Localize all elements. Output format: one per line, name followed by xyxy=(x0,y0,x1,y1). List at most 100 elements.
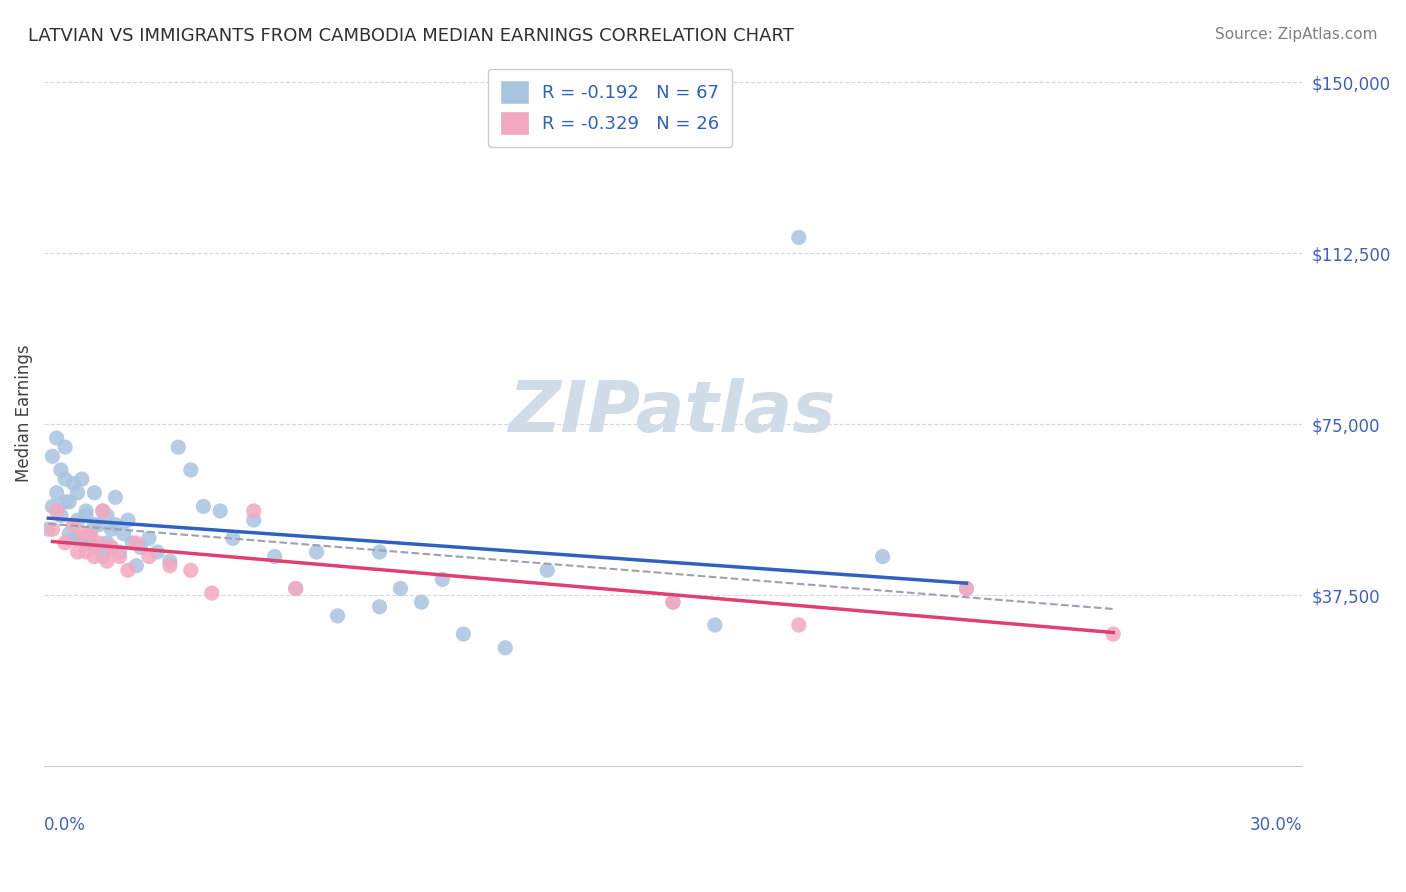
Latvians xyxy=(305,545,328,559)
Immigrants from Cambodia xyxy=(41,522,63,536)
Latvians xyxy=(494,640,516,655)
Latvians xyxy=(83,517,105,532)
Immigrants from Cambodia xyxy=(66,545,89,559)
Immigrants from Cambodia xyxy=(242,504,264,518)
Latvians xyxy=(91,549,114,564)
Immigrants from Cambodia xyxy=(87,536,110,550)
Immigrants from Cambodia xyxy=(70,526,93,541)
Latvians xyxy=(146,545,169,559)
Latvians xyxy=(703,618,725,632)
Latvians xyxy=(129,541,152,555)
Immigrants from Cambodia xyxy=(787,618,810,632)
Latvians xyxy=(411,595,433,609)
Legend: R = -0.192   N = 67, R = -0.329   N = 26: R = -0.192 N = 67, R = -0.329 N = 26 xyxy=(488,69,733,147)
Latvians xyxy=(83,485,105,500)
Immigrants from Cambodia xyxy=(83,549,105,564)
Latvians xyxy=(62,532,84,546)
Latvians xyxy=(180,463,202,477)
Latvians xyxy=(872,549,894,564)
Immigrants from Cambodia xyxy=(662,595,685,609)
Immigrants from Cambodia xyxy=(62,517,84,532)
Immigrants from Cambodia xyxy=(159,558,181,573)
Latvians xyxy=(787,230,810,244)
Latvians xyxy=(108,545,131,559)
Latvians xyxy=(222,532,245,546)
Immigrants from Cambodia xyxy=(108,549,131,564)
Latvians xyxy=(125,558,148,573)
Immigrants from Cambodia xyxy=(45,504,67,518)
Immigrants from Cambodia xyxy=(201,586,224,600)
Latvians xyxy=(138,532,160,546)
Latvians xyxy=(104,517,127,532)
Latvians xyxy=(45,431,67,445)
Latvians xyxy=(955,582,977,596)
Latvians xyxy=(70,472,93,486)
Latvians xyxy=(58,526,80,541)
Latvians xyxy=(389,582,412,596)
Latvians xyxy=(49,463,72,477)
Immigrants from Cambodia xyxy=(53,536,76,550)
Immigrants from Cambodia xyxy=(180,563,202,577)
Latvians xyxy=(66,485,89,500)
Latvians xyxy=(159,554,181,568)
Y-axis label: Median Earnings: Median Earnings xyxy=(15,344,32,482)
Text: ZIPatlas: ZIPatlas xyxy=(509,378,837,448)
Latvians xyxy=(96,508,118,523)
Immigrants from Cambodia xyxy=(117,563,139,577)
Text: LATVIAN VS IMMIGRANTS FROM CAMBODIA MEDIAN EARNINGS CORRELATION CHART: LATVIAN VS IMMIGRANTS FROM CAMBODIA MEDI… xyxy=(28,27,794,45)
Immigrants from Cambodia xyxy=(91,504,114,518)
Latvians xyxy=(121,536,143,550)
Latvians xyxy=(62,476,84,491)
Immigrants from Cambodia xyxy=(125,536,148,550)
Immigrants from Cambodia xyxy=(96,554,118,568)
Immigrants from Cambodia xyxy=(138,549,160,564)
Latvians xyxy=(284,582,307,596)
Latvians xyxy=(326,608,349,623)
Latvians xyxy=(75,508,97,523)
Latvians xyxy=(66,513,89,527)
Latvians xyxy=(75,504,97,518)
Immigrants from Cambodia xyxy=(100,541,122,555)
Latvians xyxy=(87,541,110,555)
Latvians xyxy=(75,536,97,550)
Latvians xyxy=(87,517,110,532)
Latvians xyxy=(263,549,285,564)
Immigrants from Cambodia xyxy=(955,582,977,596)
Latvians xyxy=(41,500,63,514)
Text: 0.0%: 0.0% xyxy=(44,816,86,834)
Latvians xyxy=(91,504,114,518)
Latvians xyxy=(193,500,215,514)
Immigrants from Cambodia xyxy=(284,582,307,596)
Latvians xyxy=(70,532,93,546)
Latvians xyxy=(41,450,63,464)
Text: Source: ZipAtlas.com: Source: ZipAtlas.com xyxy=(1215,27,1378,42)
Latvians xyxy=(100,522,122,536)
Latvians xyxy=(432,573,454,587)
Latvians xyxy=(79,536,101,550)
Latvians xyxy=(100,541,122,555)
Latvians xyxy=(453,627,475,641)
Latvians xyxy=(53,472,76,486)
Latvians xyxy=(58,495,80,509)
Latvians xyxy=(662,595,685,609)
Immigrants from Cambodia xyxy=(75,545,97,559)
Latvians xyxy=(167,440,190,454)
Latvians xyxy=(37,522,59,536)
Latvians xyxy=(112,526,135,541)
Latvians xyxy=(79,526,101,541)
Latvians xyxy=(45,485,67,500)
Immigrants from Cambodia xyxy=(1102,627,1125,641)
Latvians xyxy=(49,508,72,523)
Latvians xyxy=(117,513,139,527)
Latvians xyxy=(104,491,127,505)
Latvians xyxy=(53,495,76,509)
Latvians xyxy=(536,563,558,577)
Latvians xyxy=(96,536,118,550)
Latvians xyxy=(368,599,391,614)
Latvians xyxy=(53,440,76,454)
Latvians xyxy=(209,504,232,518)
Latvians xyxy=(242,513,264,527)
Text: 30.0%: 30.0% xyxy=(1250,816,1302,834)
Immigrants from Cambodia xyxy=(79,526,101,541)
Latvians xyxy=(368,545,391,559)
